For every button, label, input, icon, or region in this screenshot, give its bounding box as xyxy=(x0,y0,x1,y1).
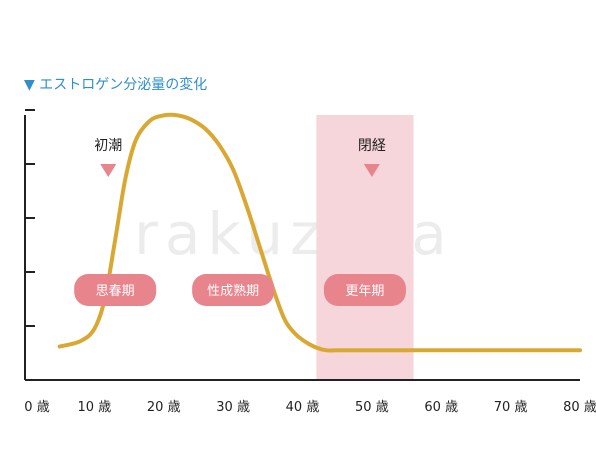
x-tick-label: 80 歳 xyxy=(563,400,596,415)
marker-triangle-icon xyxy=(100,164,117,177)
stage-label: 性成熟期 xyxy=(207,283,259,299)
menopause-band xyxy=(316,115,414,380)
marker-label: 閉経 xyxy=(358,138,386,154)
marker-label: 初潮 xyxy=(94,137,122,154)
x-tick-label: 30 歳 xyxy=(216,400,250,415)
x-tick-label: 20 歳 xyxy=(147,400,181,415)
x-tick-label: 40 歳 xyxy=(286,400,320,415)
stage-pill xyxy=(192,274,275,306)
x-tick-label: 10 歳 xyxy=(78,400,112,415)
x-tick-label: 60 歳 xyxy=(424,400,458,415)
stage-pill xyxy=(74,274,157,306)
marker-triangle-icon xyxy=(363,164,380,177)
x-tick-label: 0 歳 xyxy=(24,400,49,415)
chart-title: ▼ エストロゲン分泌量の変化 xyxy=(24,77,208,93)
stage-label: 思春期 xyxy=(96,284,135,299)
x-tick-label: 50 歳 xyxy=(355,400,389,415)
stage-label: 更年期 xyxy=(345,284,384,299)
x-tick-label: 70 歳 xyxy=(494,400,528,415)
stage-pill xyxy=(323,274,406,306)
estrogen-curve xyxy=(57,112,582,353)
